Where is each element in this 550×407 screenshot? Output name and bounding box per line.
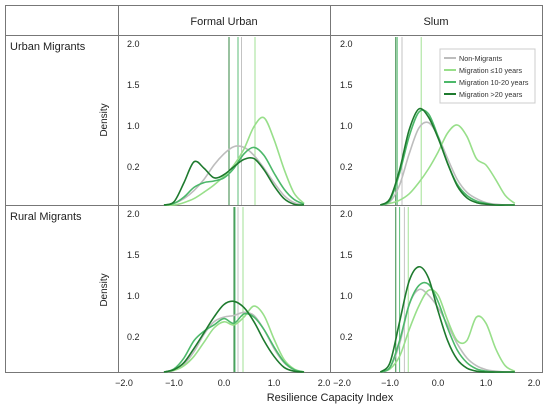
y-ticks-bottom-right: 2.0 1.5 1.0 0.2 bbox=[340, 209, 353, 342]
x-tick-label: 0.0 bbox=[218, 378, 231, 388]
y-tick-label: 1.5 bbox=[127, 250, 140, 260]
density-curve bbox=[163, 156, 305, 206]
y-tick-label: 1.5 bbox=[340, 80, 353, 90]
density-curve bbox=[380, 288, 516, 373]
x-ticks: −2.0 −1.0 0.0 1.0 2.0 −2.0 −1.0 0.0 1.0 … bbox=[115, 378, 540, 388]
y-tick-label: 1.0 bbox=[127, 291, 140, 301]
y-tick-label: 0.2 bbox=[340, 162, 353, 172]
y-tick-label: 2.0 bbox=[127, 39, 140, 49]
panel-curves bbox=[163, 207, 305, 373]
density-curve bbox=[163, 305, 305, 373]
y-axis-label-bottom: Density bbox=[99, 273, 110, 306]
y-tick-label: 1.0 bbox=[127, 121, 140, 131]
density-curve bbox=[380, 288, 515, 373]
legend-label: Migration >20 years bbox=[459, 90, 523, 99]
y-tick-label: 2.0 bbox=[340, 209, 353, 219]
legend: Non-Migrants Migration ≤10 years Migration… bbox=[439, 48, 536, 104]
panel-curves bbox=[163, 37, 305, 206]
x-tick-label: 2.0 bbox=[318, 378, 331, 388]
density-curve bbox=[380, 281, 515, 373]
y-tick-label: 0.2 bbox=[127, 332, 140, 342]
x-tick-label: −2.0 bbox=[333, 378, 351, 388]
legend-label: Non-Migrants bbox=[459, 54, 503, 63]
density-curve bbox=[163, 145, 305, 206]
row-header-urban-migrants: Urban Migrants bbox=[10, 41, 86, 53]
y-axis-label-top: Density bbox=[99, 103, 110, 136]
panel-curves bbox=[379, 207, 516, 373]
column-header-slum: Slum bbox=[423, 16, 448, 28]
y-tick-label: 0.2 bbox=[127, 162, 140, 172]
x-tick-label: 1.0 bbox=[480, 378, 493, 388]
x-tick-label: −2.0 bbox=[115, 378, 133, 388]
x-tick-label: 0.0 bbox=[432, 378, 445, 388]
y-tick-label: 1.0 bbox=[340, 291, 353, 301]
panel-curves bbox=[379, 37, 516, 206]
grid-frame bbox=[5, 5, 543, 373]
y-ticks-bottom-left: 2.0 1.5 1.0 0.2 bbox=[127, 209, 140, 342]
row-header-rural-migrants: Rural Migrants bbox=[10, 211, 82, 223]
density-curve bbox=[379, 265, 515, 373]
x-tick-label: −1.0 bbox=[381, 378, 399, 388]
density-curve bbox=[163, 116, 305, 206]
y-tick-label: 1.5 bbox=[127, 80, 140, 90]
x-tick-label: −1.0 bbox=[165, 378, 183, 388]
y-tick-label: 1.0 bbox=[340, 121, 353, 131]
density-curve bbox=[380, 124, 516, 206]
x-tick-label: 2.0 bbox=[528, 378, 541, 388]
y-tick-label: 2.0 bbox=[340, 39, 353, 49]
y-tick-label: 0.2 bbox=[340, 332, 353, 342]
column-header-formal-urban: Formal Urban bbox=[190, 16, 257, 28]
legend-label: Migration 10-20 years bbox=[459, 78, 529, 87]
x-axis-title: Resilience Capacity Index bbox=[267, 392, 394, 404]
density-curve bbox=[163, 312, 305, 373]
density-curve bbox=[379, 107, 515, 206]
y-ticks-top-left: 2.0 1.5 1.0 0.2 bbox=[127, 39, 140, 172]
x-tick-label: 1.0 bbox=[268, 378, 281, 388]
y-tick-label: 1.5 bbox=[340, 250, 353, 260]
y-tick-label: 2.0 bbox=[127, 209, 140, 219]
density-curve bbox=[163, 146, 305, 206]
density-curves bbox=[163, 37, 516, 373]
outer-frame bbox=[5, 5, 543, 373]
y-ticks-top-right: 2.0 1.5 1.0 0.2 bbox=[340, 39, 353, 172]
density-curve bbox=[163, 300, 305, 373]
legend-label: Migration ≤10 years bbox=[459, 66, 522, 75]
